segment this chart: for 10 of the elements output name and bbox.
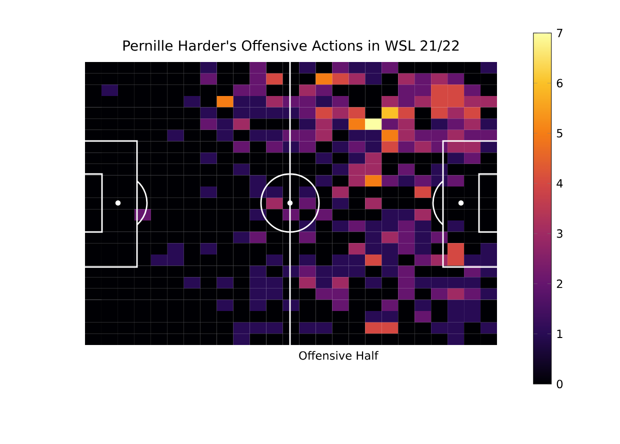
color-bar-label: 0 <box>556 380 563 388</box>
color-bar-label: 6 <box>556 78 563 88</box>
color-bar-label: 7 <box>557 28 562 38</box>
x-axis-title: Offensive Half <box>299 351 379 360</box>
color-bar-label: 1 <box>557 330 562 338</box>
chart-title: Pernille Harder's Offensive Actions in WSL 21/22 <box>123 40 459 52</box>
color-bar-label: 4 <box>556 179 563 188</box>
color-bar-label: 3 <box>556 229 562 238</box>
color-bar-label: 2 <box>556 280 562 288</box>
color-bar-label: 5 <box>556 129 562 138</box>
